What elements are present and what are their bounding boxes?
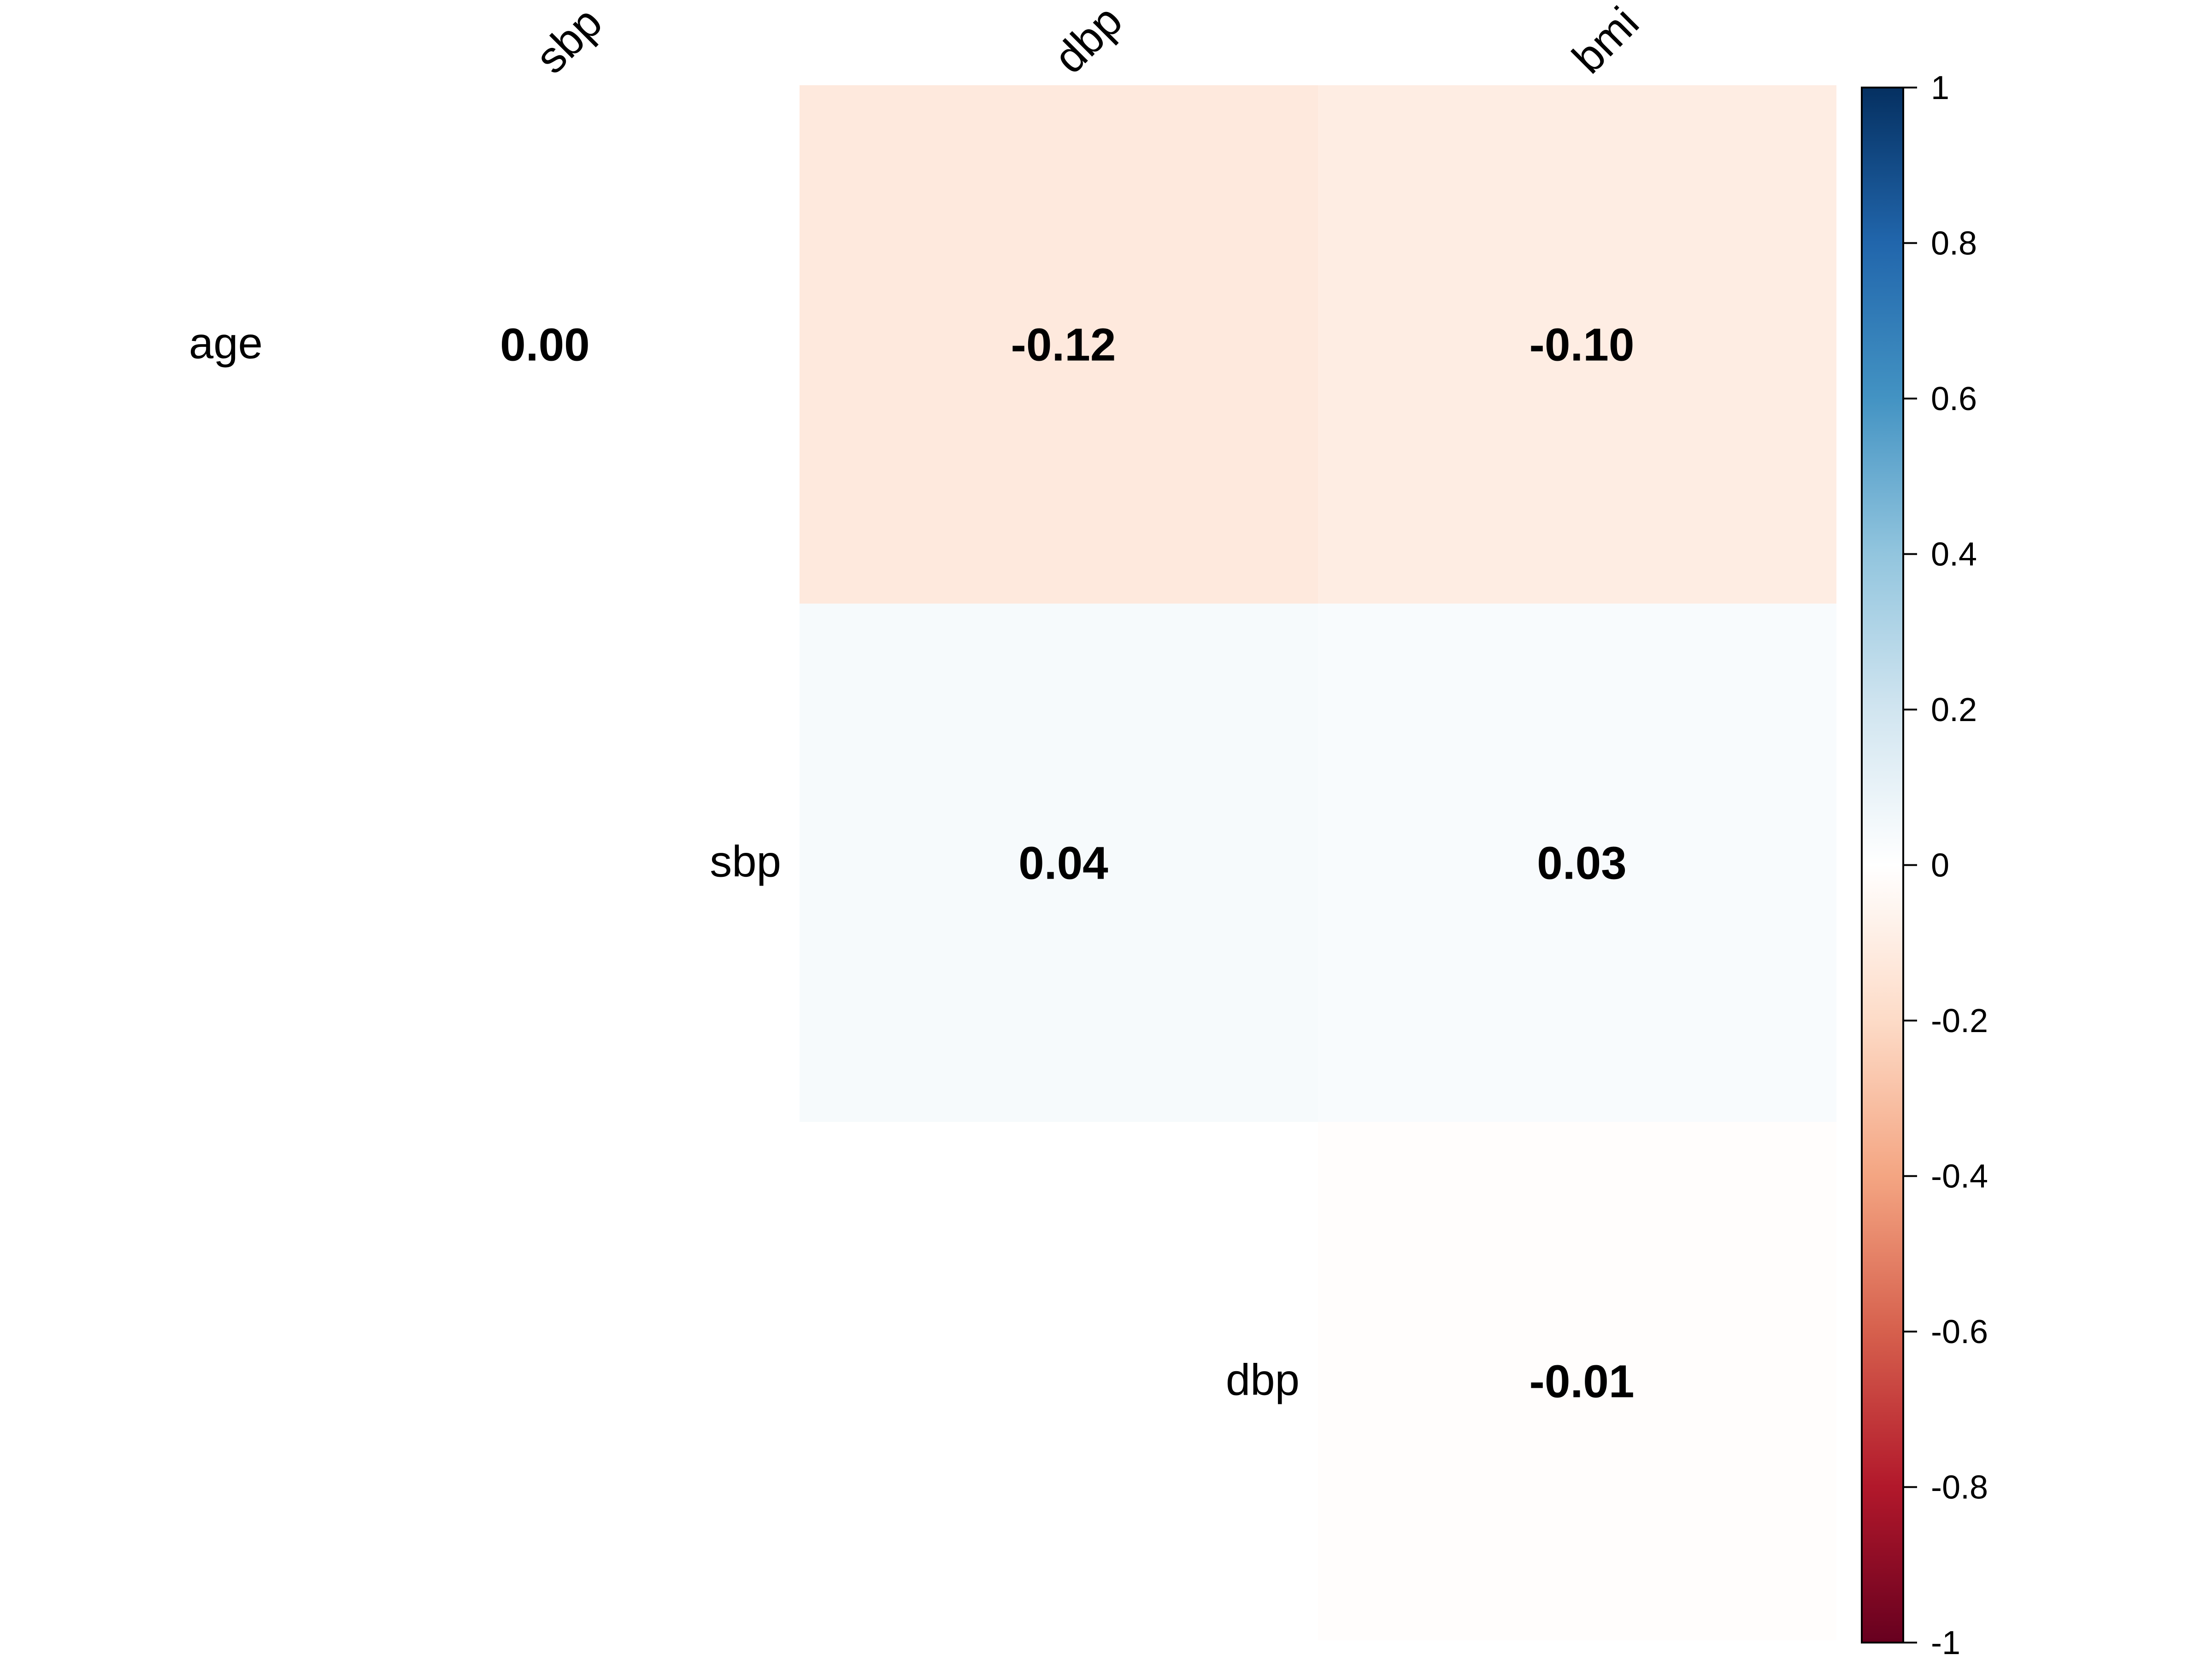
row-label-dbp: dbp xyxy=(1226,1356,1300,1405)
colorbar-gradient xyxy=(1861,87,1904,1643)
cell-value-sbp-dbp: 0.04 xyxy=(1018,838,1108,889)
cell-value-sbp-bmi: 0.03 xyxy=(1537,838,1627,889)
colorbar-tick-label: -0.4 xyxy=(1931,1158,1988,1195)
heatmap-cell-sbp-bmi xyxy=(1318,604,1836,1122)
cell-value-age-dbp: -0.12 xyxy=(1011,319,1116,371)
colorbar: 1 0.8 0.6 0.4 0.2 0 -0.2 -0.4 -0.6 -0.8 -1 xyxy=(1861,70,1988,1661)
heatmap-cell-dbp-bmi xyxy=(1318,1122,1836,1640)
heatmap-cells: 0.00 -0.12 -0.10 0.04 0.03 -0.01 xyxy=(281,85,1836,1640)
colorbar-tick-label: -0.8 xyxy=(1931,1469,1988,1506)
colorbar-tick-label: -0.2 xyxy=(1931,1003,1988,1039)
heatmap-cell-age-bmi xyxy=(1318,85,1836,604)
cell-value-age-bmi: -0.10 xyxy=(1530,319,1635,371)
colorbar-tick-label: -1 xyxy=(1931,1625,1960,1659)
heatmap-cell-sbp-dbp xyxy=(800,604,1318,1122)
colorbar-tick-label: 0 xyxy=(1931,847,1949,884)
row-label-age: age xyxy=(189,319,263,368)
cell-value-age-sbp: 0.00 xyxy=(500,319,590,371)
heatmap-cell-age-sbp xyxy=(281,85,800,604)
col-label-bmi: bmi xyxy=(1563,0,1648,83)
cell-value-dbp-bmi: -0.01 xyxy=(1530,1356,1635,1408)
colorbar-tick-label: 0.2 xyxy=(1931,692,1977,728)
colorbar-tick-label: 0.8 xyxy=(1931,225,1977,262)
col-label-dbp: dbp xyxy=(1045,0,1132,83)
col-label-sbp: sbp xyxy=(526,0,612,83)
colorbar-tick-label: 0.4 xyxy=(1931,536,1977,573)
colorbar-tick-label: 1 xyxy=(1931,70,1949,106)
row-label-sbp: sbp xyxy=(710,837,781,886)
colorbar-tick-label: 0.6 xyxy=(1931,381,1977,417)
colorbar-tick-label: -0.6 xyxy=(1931,1314,1988,1350)
heatmap-cell-age-dbp xyxy=(800,85,1318,604)
